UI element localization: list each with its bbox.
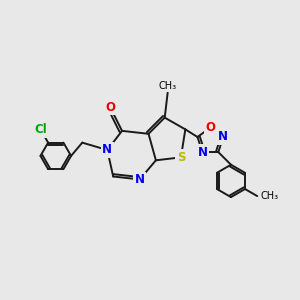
Text: O: O [105, 101, 115, 114]
Text: CH₃: CH₃ [159, 81, 177, 91]
Text: Cl: Cl [34, 123, 47, 136]
Text: O: O [206, 121, 215, 134]
Text: N: N [197, 146, 207, 159]
Text: N: N [218, 130, 228, 143]
Text: S: S [177, 151, 185, 164]
Text: N: N [102, 143, 112, 157]
Text: N: N [135, 173, 145, 186]
Text: CH₃: CH₃ [260, 191, 278, 201]
